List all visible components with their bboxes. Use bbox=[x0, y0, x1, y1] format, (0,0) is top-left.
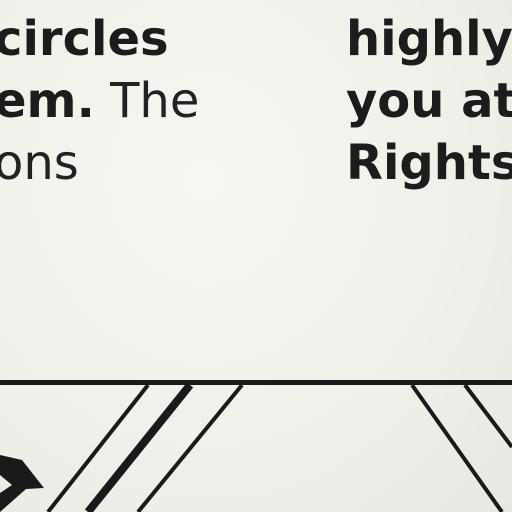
diagonal-stroke-1 bbox=[46, 385, 150, 512]
left-line-3: ons bbox=[0, 135, 79, 191]
diagonal-stroke-5 bbox=[463, 385, 512, 449]
left-line-2-light: The bbox=[94, 73, 200, 129]
right-text-column: highly you at Rights bbox=[346, 8, 512, 194]
left-text-column: circles em. The ons bbox=[0, 8, 199, 194]
left-line-2: em. The bbox=[0, 70, 199, 132]
line-illustration bbox=[0, 385, 512, 512]
right-line-3: Rights bbox=[346, 135, 512, 191]
arrow-fragment-icon bbox=[0, 455, 44, 512]
left-line-2-bold: em. bbox=[0, 73, 95, 129]
horizontal-rule bbox=[0, 380, 512, 385]
left-line-1: circles bbox=[0, 11, 169, 67]
right-line-1: highly bbox=[346, 11, 512, 67]
diagonal-stroke-4 bbox=[410, 385, 504, 512]
diagonal-stroke-2 bbox=[84, 385, 194, 512]
right-line-2: you at bbox=[346, 73, 512, 129]
diagonal-stroke-3 bbox=[136, 385, 244, 512]
